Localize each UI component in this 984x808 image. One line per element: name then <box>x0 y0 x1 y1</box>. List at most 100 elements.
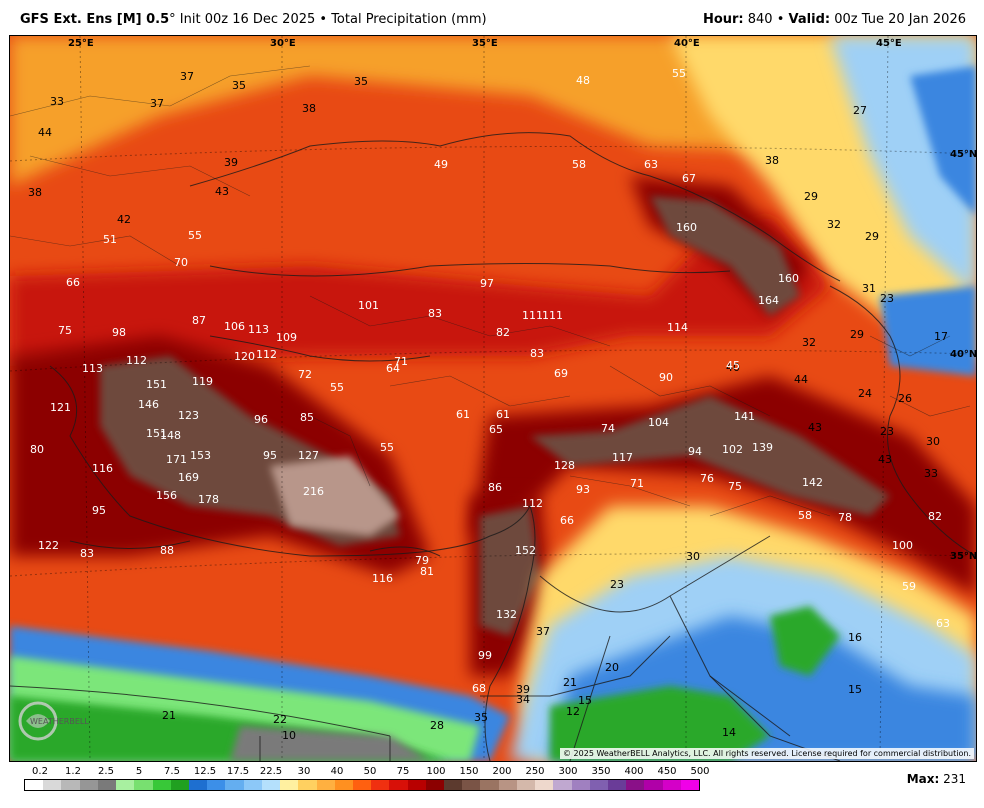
legend-tick-label: 500 <box>690 766 710 777</box>
legend-tick-label: 200 <box>492 766 512 777</box>
precip-value-label: 37 <box>180 70 194 83</box>
legend-swatch <box>207 780 226 790</box>
precip-value-label: 75 <box>728 480 742 493</box>
legend-swatch <box>280 780 299 790</box>
precip-value-label: 106 <box>224 320 245 333</box>
precip-value-label: 23 <box>880 425 894 438</box>
precip-value-label: 21 <box>162 709 176 722</box>
field-brown-zagros <box>530 396 890 516</box>
precip-value-label: 178 <box>198 493 219 506</box>
precip-value-label: 42 <box>117 213 131 226</box>
precip-value-label: 29 <box>804 190 818 203</box>
precip-value-label: 94 <box>688 445 702 458</box>
legend-tick-label: 2.5 <box>98 766 114 777</box>
legend-swatch <box>444 780 463 790</box>
precip-value-label: 97 <box>480 277 494 290</box>
precip-value-label: 116 <box>372 572 393 585</box>
precip-value-label: 142 <box>802 476 823 489</box>
lon-label-35: 35°E <box>472 38 498 49</box>
precip-value-label: 83 <box>530 347 544 360</box>
precip-value-label: 79 <box>415 554 429 567</box>
lon-label-45: 45°E <box>876 38 902 49</box>
legend-swatch <box>516 780 536 790</box>
precip-value-label: 55 <box>330 381 344 394</box>
precipitation-map[interactable]: 25°E 30°E 35°E 40°E 45°E 45°N 40°N 35°N … <box>9 35 977 762</box>
legend-swatch <box>589 780 608 790</box>
precip-value-label: 83 <box>80 547 94 560</box>
precip-value-label: 29 <box>850 328 864 341</box>
legend-tick-label: 40 <box>330 766 344 777</box>
precip-value-label: 112 <box>522 497 543 510</box>
precip-value-label: 10 <box>282 729 296 742</box>
precip-value-label: 95 <box>263 449 277 462</box>
precip-value-label: 12 <box>566 705 580 718</box>
precip-value-label: 21 <box>563 676 577 689</box>
precip-value-label: 82 <box>496 326 510 339</box>
precip-value-label: 48 <box>576 74 590 87</box>
precip-value-label: 151 <box>146 378 167 391</box>
precip-value-label: 169 <box>178 471 199 484</box>
precip-value-label: 43 <box>808 421 822 434</box>
precip-value-label: 35 <box>354 75 368 88</box>
precip-value-label: 113 <box>248 323 269 336</box>
precip-value-label: 39 <box>516 683 530 696</box>
title-model: GFS Ext. Ens [M] 0.5 <box>20 12 170 27</box>
lat-label-35: 35°N <box>950 551 976 562</box>
precip-value-label: 101 <box>358 299 379 312</box>
legend-swatch <box>225 780 244 790</box>
field-gray-egypt <box>230 726 430 761</box>
logo-text: WEATHERBELL <box>30 717 89 726</box>
precip-value-label: 23 <box>610 578 624 591</box>
value-labels: 33 37 35 37 35 38 48 55 44 27 39 49 58 63 38 43 67 38 29 42… <box>28 67 950 742</box>
precip-value-label: 44 <box>38 126 52 139</box>
legend-swatch <box>261 780 281 790</box>
precip-value-label: 20 <box>605 661 619 674</box>
weatherbell-logo-icon: WEATHERBELL <box>18 701 89 741</box>
precip-value-label: 38 <box>28 186 42 199</box>
lon-label-25: 25°E <box>68 38 94 49</box>
legend-tick-label: 7.5 <box>164 766 180 777</box>
precip-value-label: 63 <box>644 158 658 171</box>
precip-value-label: 32 <box>802 336 816 349</box>
admin-borders <box>10 65 971 517</box>
precip-value-label: 67 <box>682 172 696 185</box>
legend-swatch <box>61 780 80 790</box>
precip-value-label: 116 <box>92 462 113 475</box>
legend-tick-label: 17.5 <box>226 766 250 777</box>
legend-tick-label: 400 <box>624 766 644 777</box>
precip-value-label: 109 <box>276 331 297 344</box>
max-value: Max: 231 <box>907 772 966 786</box>
precip-value-label: 121 <box>50 401 71 414</box>
separator-bullet: • <box>776 12 785 27</box>
precip-value-label: 71 <box>630 477 644 490</box>
legend-swatch <box>389 780 408 790</box>
field-green-iraq <box>770 606 840 676</box>
valid-value: 00z Tue 20 Jan 2026 <box>834 12 966 27</box>
precip-value-label: 59 <box>902 580 916 593</box>
legend-tick-label: 5 <box>135 766 143 777</box>
precip-value-label: 171 <box>166 453 187 466</box>
precip-value-label: 45 <box>726 359 740 372</box>
precip-value-label: 65 <box>489 423 503 436</box>
precip-value-label: 40 <box>726 361 740 374</box>
precip-value-label: 87 <box>192 314 206 327</box>
precip-value-label: 119 <box>192 375 213 388</box>
valid-label: Valid: <box>788 12 831 27</box>
precip-value-label: 95 <box>92 504 106 517</box>
precip-value-label: 72 <box>298 368 312 381</box>
longitude-labels: 25°E 30°E 35°E 40°E 45°E 45°N 40°N 35°N <box>68 38 976 562</box>
precip-value-label: 58 <box>572 158 586 171</box>
legend-tick-label: 450 <box>657 766 677 777</box>
precip-value-label: 66 <box>560 514 574 527</box>
lon-label-40: 40°E <box>674 38 700 49</box>
legend-labels: 0.2 1.2 2.5 5 7.5 12.5 17.5 22.5 30 40 50 75 100 150 2… <box>24 764 710 778</box>
legend-tick-label: 75 <box>396 766 410 777</box>
copyright-notice: © 2025 WeatherBELL Analytics, LLC. All r… <box>560 748 974 759</box>
legend-swatch <box>79 780 98 790</box>
precip-value-label: 153 <box>190 449 211 462</box>
precip-value-label: 85 <box>300 411 314 424</box>
legend-swatch <box>134 780 153 790</box>
precip-value-label: 17 <box>934 330 948 343</box>
precip-value-label: 83 <box>428 307 442 320</box>
precip-value-label: 28 <box>430 719 444 732</box>
